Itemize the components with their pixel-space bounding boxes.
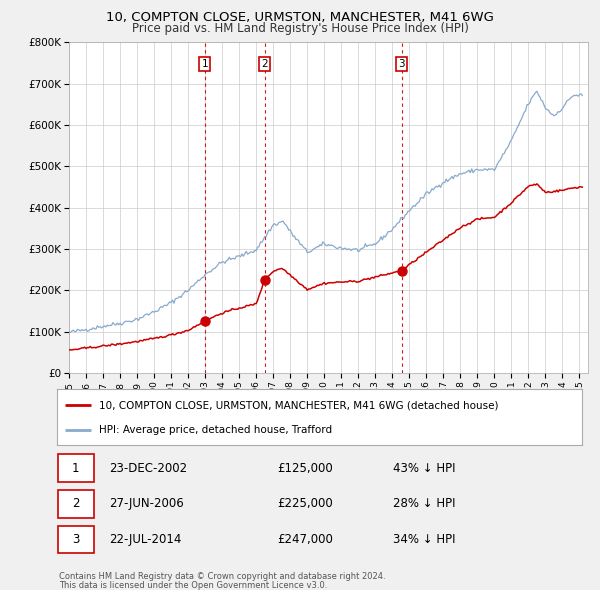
Text: 43% ↓ HPI: 43% ↓ HPI <box>393 461 455 474</box>
Text: 34% ↓ HPI: 34% ↓ HPI <box>393 533 455 546</box>
FancyBboxPatch shape <box>58 490 94 517</box>
Text: £247,000: £247,000 <box>277 533 334 546</box>
Text: 10, COMPTON CLOSE, URMSTON, MANCHESTER, M41 6WG (detached house): 10, COMPTON CLOSE, URMSTON, MANCHESTER, … <box>99 400 499 410</box>
Text: Price paid vs. HM Land Registry's House Price Index (HPI): Price paid vs. HM Land Registry's House … <box>131 22 469 35</box>
Text: 1: 1 <box>72 461 80 474</box>
Text: £125,000: £125,000 <box>277 461 333 474</box>
Text: 23-DEC-2002: 23-DEC-2002 <box>110 461 188 474</box>
Text: 3: 3 <box>72 533 80 546</box>
Text: 2: 2 <box>261 59 268 69</box>
FancyBboxPatch shape <box>58 526 94 553</box>
Text: This data is licensed under the Open Government Licence v3.0.: This data is licensed under the Open Gov… <box>59 581 327 589</box>
Text: £225,000: £225,000 <box>277 497 333 510</box>
Text: 28% ↓ HPI: 28% ↓ HPI <box>393 497 455 510</box>
FancyBboxPatch shape <box>58 454 94 482</box>
Text: 27-JUN-2006: 27-JUN-2006 <box>110 497 184 510</box>
Text: HPI: Average price, detached house, Trafford: HPI: Average price, detached house, Traf… <box>99 425 332 435</box>
Text: 10, COMPTON CLOSE, URMSTON, MANCHESTER, M41 6WG: 10, COMPTON CLOSE, URMSTON, MANCHESTER, … <box>106 11 494 24</box>
Text: 3: 3 <box>398 59 405 69</box>
Text: 1: 1 <box>202 59 208 69</box>
Text: 2: 2 <box>72 497 80 510</box>
Text: Contains HM Land Registry data © Crown copyright and database right 2024.: Contains HM Land Registry data © Crown c… <box>59 572 385 581</box>
Text: 22-JUL-2014: 22-JUL-2014 <box>110 533 182 546</box>
